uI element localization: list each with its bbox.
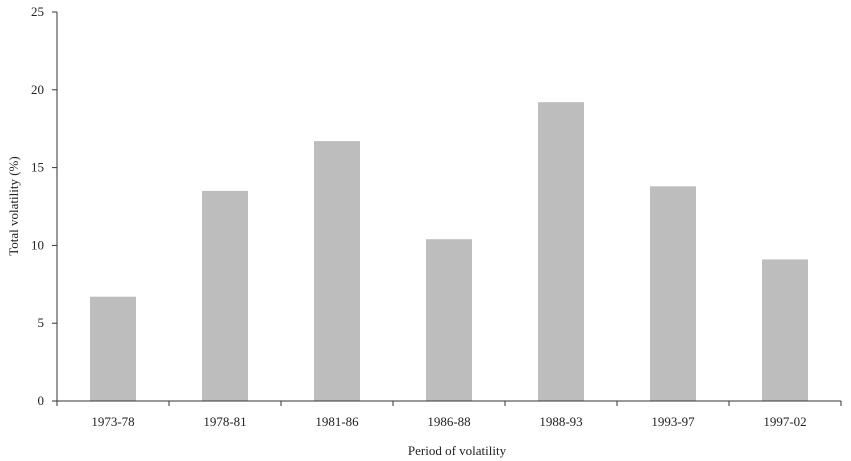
y-tick-label: 5 <box>38 315 45 330</box>
x-axis-title: Period of volatility <box>408 443 507 458</box>
y-tick-label: 0 <box>38 393 45 408</box>
plot-area <box>90 102 808 401</box>
bar-1978-81 <box>202 190 248 401</box>
bar-1973-78 <box>90 296 136 401</box>
y-tick-label: 20 <box>31 82 44 97</box>
x-axis: 1973-78 1978-81 1981-86 1986-88 1988-93 1993-… <box>56 400 842 429</box>
y-axis-title: Total volatility (%) <box>6 156 21 255</box>
x-tick-label: 1978-81 <box>203 414 246 429</box>
y-tick-label: 10 <box>31 237 44 252</box>
x-tick-label: 1997-02 <box>763 414 806 429</box>
bar-1981-86 <box>314 141 360 401</box>
y-axis: 0 5 10 15 20 25 <box>31 4 58 408</box>
y-tick-label: 25 <box>31 4 44 19</box>
x-tick-label: 1981-86 <box>315 414 359 429</box>
x-tick-label: 1973-78 <box>91 414 134 429</box>
bar-1997-02 <box>762 259 808 401</box>
bar-1988-93 <box>538 102 584 401</box>
bar-1986-88 <box>426 239 472 401</box>
x-tick-label: 1986-88 <box>427 414 470 429</box>
x-tick-label: 1993-97 <box>651 414 695 429</box>
y-tick-label: 15 <box>31 160 44 175</box>
x-tick-label: 1988-93 <box>539 414 582 429</box>
bar-1993-97 <box>650 186 696 401</box>
